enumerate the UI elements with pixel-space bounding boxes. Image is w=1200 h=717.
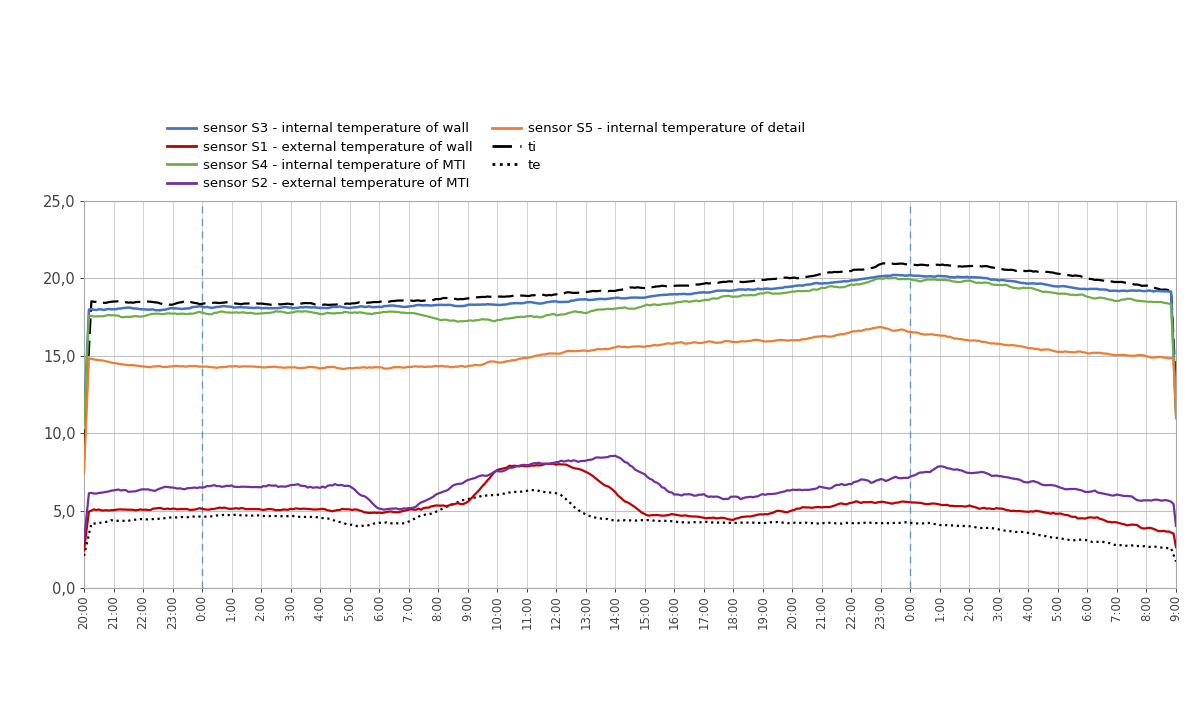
Legend: sensor S3 - internal temperature of wall, sensor S1 - external temperature of wa: sensor S3 - internal temperature of wall…: [167, 123, 805, 190]
